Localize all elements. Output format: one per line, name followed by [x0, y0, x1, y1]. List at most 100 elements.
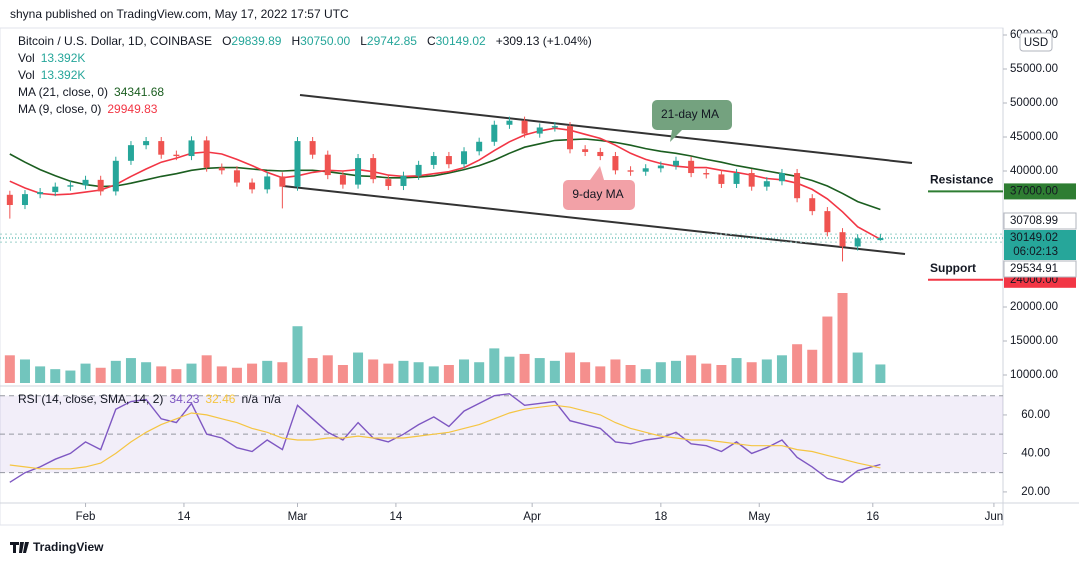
- indicator-name: MA (21, close, 0): [18, 85, 108, 99]
- candle-body: [112, 160, 119, 192]
- candle-body: [445, 156, 452, 165]
- ohlc-item: O: [222, 34, 231, 48]
- candle-body: [355, 158, 362, 185]
- candle-body: [597, 151, 604, 157]
- volume-bar: [368, 359, 379, 383]
- candle-body: [309, 141, 316, 155]
- y-tick-label: 55000.00: [1010, 63, 1058, 75]
- symbol-title: Bitcoin / U.S. Dollar, 1D, COINBASE: [18, 34, 212, 48]
- rsi-value: n/a: [241, 392, 258, 406]
- candle-body: [877, 237, 884, 241]
- volume-bar: [231, 367, 242, 383]
- marks: Vol 13.392K Vol 13.392K MA (21, close, 0) 343…: [0, 29, 1077, 523]
- volume-bar: [353, 352, 364, 383]
- callout: [652, 100, 732, 142]
- volume-bar: [171, 369, 182, 383]
- volume-bar: [746, 362, 757, 383]
- candle-body: [370, 158, 377, 180]
- indicator-name: MA (9, close, 0): [18, 102, 101, 116]
- volume-bar: [141, 362, 152, 383]
- indicator-name: Vol: [18, 68, 35, 82]
- x-tick-label: Jun: [985, 511, 1004, 523]
- candle-body: [97, 179, 104, 192]
- volume-bar: [65, 370, 76, 383]
- x-tick-label: Apr: [523, 511, 541, 523]
- y-tick-label: 45000.00: [1010, 131, 1058, 143]
- indicator-value: 34341.68: [114, 85, 164, 99]
- candle-body: [778, 173, 785, 182]
- trend-line: [299, 94, 913, 164]
- candle-body: [173, 154, 180, 157]
- volume-bar: [322, 355, 333, 383]
- x-tick-label: May: [748, 511, 770, 523]
- indicator-value: 13.392K: [41, 51, 86, 65]
- candle-body: [567, 126, 574, 150]
- volume-bar: [822, 316, 833, 383]
- price-label: 30708.99: [1010, 215, 1058, 227]
- trend-line: [282, 185, 906, 255]
- price-label-box: [1004, 230, 1076, 260]
- currency-box: [1019, 32, 1053, 52]
- ma-line: [9, 127, 881, 241]
- ohlc-item: H: [291, 34, 300, 48]
- ma-line: [9, 138, 881, 211]
- indicator-legend: MA (21, close, 0) 34341.68: [18, 85, 164, 99]
- volume-bar: [580, 362, 591, 383]
- candle-body: [249, 182, 256, 190]
- ohlc-item: C: [427, 34, 436, 48]
- rsi-value: n/a: [264, 392, 281, 406]
- price-label: 29534.91: [1010, 263, 1058, 275]
- price-label-box: [1003, 260, 1077, 278]
- candle-body: [279, 176, 286, 187]
- volume-bar: [807, 349, 818, 383]
- candle-body: [218, 167, 225, 171]
- volume-bar: [761, 359, 772, 383]
- candle-body: [521, 120, 528, 134]
- volume-bar: [504, 356, 515, 383]
- volume-bar: [216, 366, 227, 383]
- volume-bar: [610, 359, 621, 383]
- indicator-value: 29949.83: [107, 102, 157, 116]
- volume-bar: [686, 355, 697, 383]
- volume-bar: [670, 360, 681, 383]
- volume-bar: [792, 344, 803, 383]
- ohlc: O29839.89 H30750.00 L29742.85 C30149.02 +309…: [222, 34, 592, 48]
- candle-body: [718, 174, 725, 184]
- volume-bar: [125, 358, 136, 383]
- candle-body: [703, 173, 710, 175]
- ohlc-item: 30750.00: [300, 34, 350, 48]
- x-tick-label: Mar: [288, 511, 308, 523]
- candle-body: [491, 124, 498, 142]
- y-tick-label: 15000.00: [1010, 335, 1058, 347]
- ohlc-item: L: [360, 34, 367, 48]
- candle-body: [461, 151, 468, 165]
- rsi-value: 32.46: [205, 392, 235, 406]
- volume-bar: [186, 363, 197, 383]
- currency: USD: [1024, 37, 1048, 49]
- candle-body: [400, 175, 407, 186]
- volume-bar: [852, 352, 863, 383]
- ohlc-item: +309.13 (+1.04%): [496, 34, 592, 48]
- callout-text: 21-day MA: [661, 107, 719, 121]
- publisher: shyna published on TradingView.com, May …: [10, 7, 349, 21]
- volume-bar: [277, 362, 288, 383]
- ohlc-item: 30149.02: [436, 34, 486, 48]
- y-tick-label: 20000.00: [1010, 301, 1058, 313]
- candle-body: [794, 173, 801, 199]
- x-tick-label: 14: [390, 511, 403, 523]
- indicator-legend: MA (9, close, 0) 29949.83: [18, 102, 158, 116]
- candle-body: [82, 179, 89, 186]
- volume-bar: [489, 348, 500, 383]
- candle-body: [127, 145, 134, 161]
- legend-row: Bitcoin / U.S. Dollar, 1D, COINBASE O2983…: [18, 34, 592, 48]
- volume-bar: [413, 362, 424, 383]
- candle-body: [809, 198, 816, 212]
- volume-bar: [156, 366, 167, 383]
- volume-bar: [443, 365, 454, 383]
- volume-bar: [337, 365, 348, 383]
- indicator-value: 13.392K: [41, 68, 86, 82]
- candle-body: [324, 154, 331, 176]
- candle-body: [385, 179, 392, 186]
- volume-bar: [519, 353, 530, 383]
